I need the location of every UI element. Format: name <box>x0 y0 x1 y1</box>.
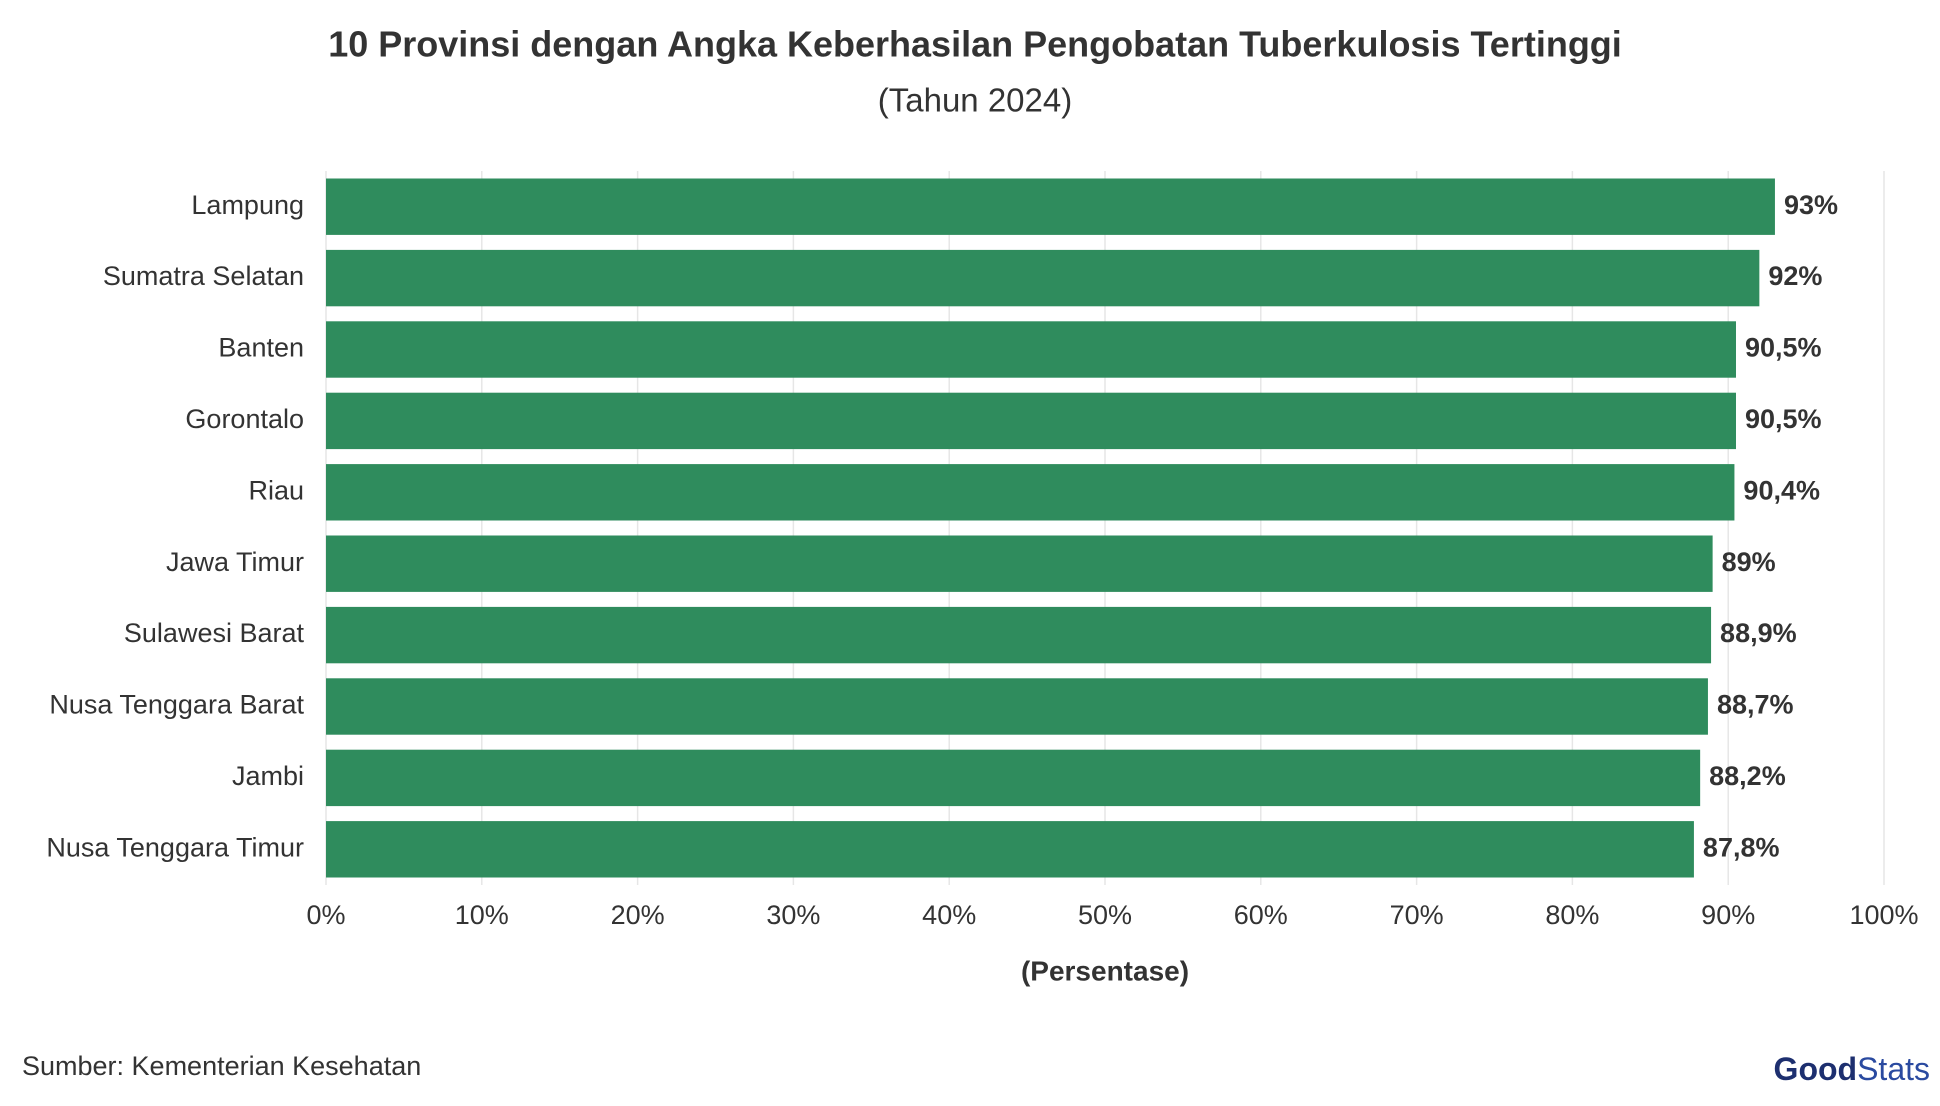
bar <box>326 249 1760 307</box>
bar <box>326 606 1712 664</box>
x-tick-label: 70% <box>1390 900 1444 930</box>
bar <box>326 464 1735 521</box>
source: Sumber: Kementerian Kesehatan <box>22 1051 421 1081</box>
chart-subtitle: (Tahun 2024) <box>878 82 1072 119</box>
bar <box>326 535 1713 592</box>
y-tick-label: Nusa Tenggara Timur <box>46 832 304 862</box>
y-tick-label: Jawa Timur <box>166 547 304 577</box>
x-tick-label: 60% <box>1234 900 1288 930</box>
bar <box>326 749 1701 807</box>
value-label: 88,7% <box>1717 690 1794 720</box>
value-label: 89% <box>1722 547 1776 577</box>
x-tick-label: 100% <box>1849 900 1918 930</box>
value-label: 90,5% <box>1745 333 1822 363</box>
x-tick-label: 50% <box>1078 900 1132 930</box>
chart-title: 10 Provinsi dengan Angka Keberhasilan Pe… <box>328 24 1622 65</box>
y-tick-label: Sumatra Selatan <box>103 261 304 291</box>
bar <box>326 321 1736 378</box>
y-tick-label: Sulawesi Barat <box>124 618 305 648</box>
x-tick-label: 0% <box>306 900 345 930</box>
logo-stats: Stats <box>1857 1051 1930 1087</box>
y-tick-label: Jambi <box>232 761 304 791</box>
x-tick-label: 20% <box>611 900 665 930</box>
value-label: 87,8% <box>1703 832 1780 862</box>
value-label: 90,4% <box>1743 475 1820 505</box>
logo: GoodStats <box>1774 1051 1930 1087</box>
y-tick-label: Riau <box>248 475 304 505</box>
x-axis-title: (Persentase) <box>1021 955 1189 986</box>
bar <box>326 821 1694 878</box>
bar <box>326 178 1775 235</box>
bar <box>326 678 1708 735</box>
value-label: 93% <box>1784 190 1838 220</box>
y-tick-label: Gorontalo <box>185 404 304 434</box>
x-tick-label: 40% <box>922 900 976 930</box>
x-tick-label: 80% <box>1545 900 1599 930</box>
value-label: 88,2% <box>1709 761 1786 791</box>
y-tick-label: Nusa Tenggara Barat <box>49 690 304 720</box>
x-tick-label: 30% <box>766 900 820 930</box>
value-label: 90,5% <box>1745 404 1822 434</box>
bar <box>326 392 1736 450</box>
logo-good: Good <box>1774 1051 1858 1087</box>
x-tick-label: 90% <box>1701 900 1755 930</box>
y-tick-label: Banten <box>218 333 304 363</box>
y-tick-label: Lampung <box>191 190 304 220</box>
value-label: 92% <box>1768 261 1822 291</box>
value-label: 88,9% <box>1720 618 1797 648</box>
x-tick-label: 10% <box>455 900 509 930</box>
